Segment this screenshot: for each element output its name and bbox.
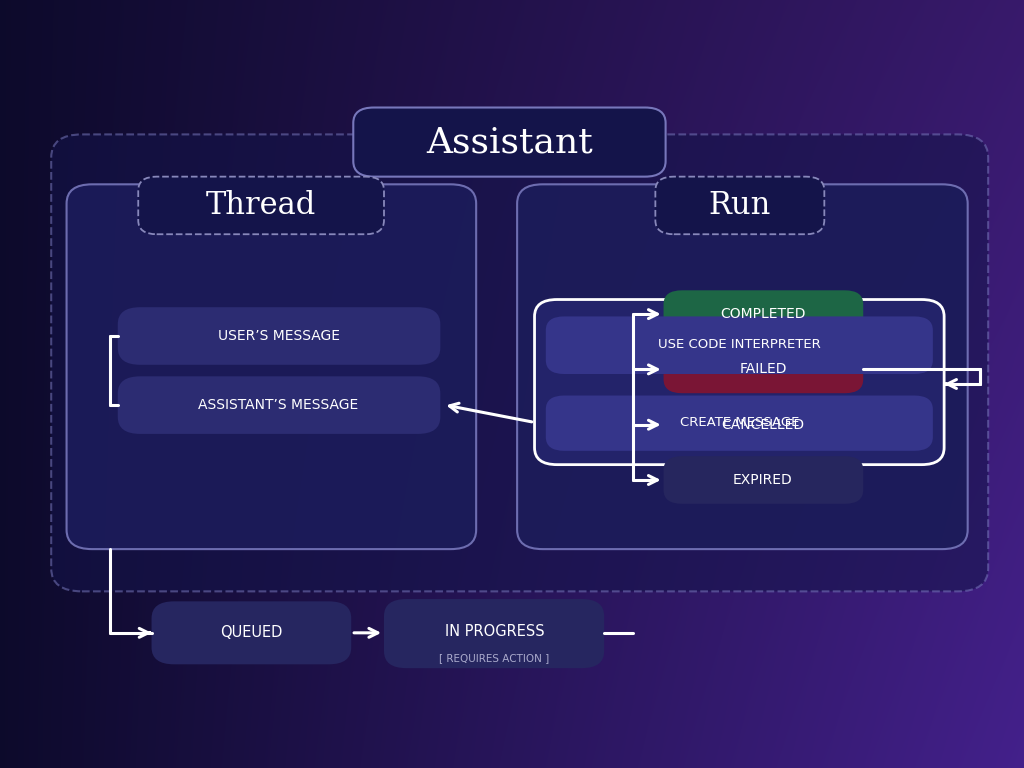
FancyBboxPatch shape	[546, 316, 933, 374]
Text: Run: Run	[709, 190, 770, 220]
FancyBboxPatch shape	[51, 134, 988, 591]
Text: CANCELLED: CANCELLED	[721, 418, 805, 432]
FancyBboxPatch shape	[138, 177, 384, 234]
Text: USE CODE INTERPRETER: USE CODE INTERPRETER	[658, 339, 820, 351]
FancyBboxPatch shape	[152, 601, 351, 664]
FancyBboxPatch shape	[655, 177, 824, 234]
FancyBboxPatch shape	[384, 599, 604, 668]
Text: Thread: Thread	[206, 190, 316, 220]
Text: COMPLETED: COMPLETED	[720, 307, 806, 321]
FancyBboxPatch shape	[67, 184, 476, 549]
FancyBboxPatch shape	[664, 401, 863, 449]
Text: FAILED: FAILED	[739, 362, 786, 376]
Text: IN PROGRESS: IN PROGRESS	[444, 624, 545, 639]
Text: [ REQUIRES ACTION ]: [ REQUIRES ACTION ]	[439, 653, 550, 664]
Text: EXPIRED: EXPIRED	[733, 473, 793, 487]
FancyBboxPatch shape	[353, 108, 666, 177]
FancyBboxPatch shape	[664, 456, 863, 504]
Text: CREATE MESSAGE: CREATE MESSAGE	[680, 416, 799, 429]
FancyBboxPatch shape	[517, 184, 968, 549]
FancyBboxPatch shape	[546, 396, 933, 451]
FancyBboxPatch shape	[664, 290, 863, 338]
FancyBboxPatch shape	[535, 300, 944, 465]
Text: QUEUED: QUEUED	[220, 625, 282, 641]
Text: ASSISTANT’S MESSAGE: ASSISTANT’S MESSAGE	[199, 398, 358, 412]
FancyBboxPatch shape	[118, 376, 440, 434]
FancyBboxPatch shape	[664, 346, 863, 393]
FancyBboxPatch shape	[118, 307, 440, 365]
Text: USER’S MESSAGE: USER’S MESSAGE	[217, 329, 340, 343]
Text: Assistant: Assistant	[427, 125, 593, 159]
